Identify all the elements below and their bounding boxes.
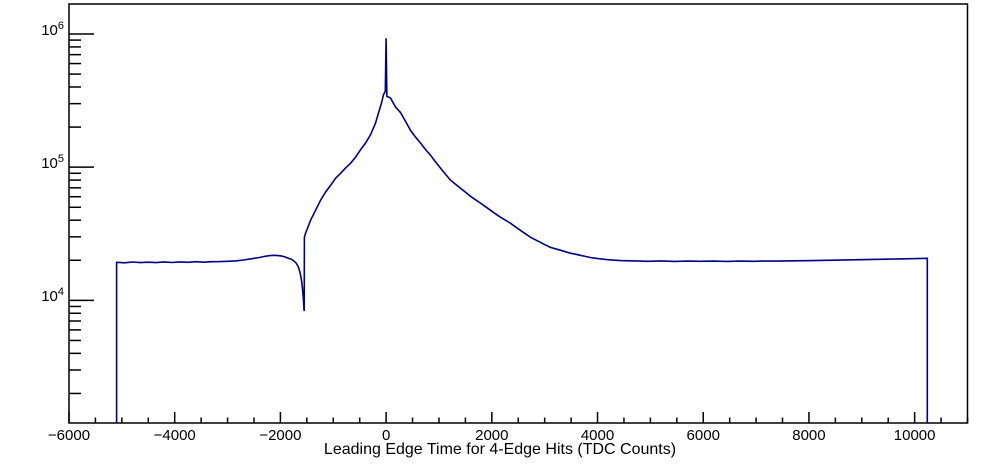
y-tick-label: 104 <box>41 286 64 306</box>
x-tick-label: −2000 <box>259 427 302 444</box>
x-tick-label: 4000 <box>580 427 615 444</box>
x-tick-label: 0 <box>381 427 391 444</box>
x-tick-label: 2000 <box>475 427 509 444</box>
histogram-curve <box>115 38 929 423</box>
x-tick-label: 6000 <box>686 427 720 444</box>
x-axis-title: Leading Edge Time for 4-Edge Hits (TDC C… <box>323 441 677 458</box>
y-tick-label: 105 <box>41 153 64 173</box>
plot-frame <box>68 3 969 424</box>
y-tick-label: 106 <box>41 20 64 40</box>
x-tick-label: −6000 <box>47 427 91 444</box>
x-tick-label: 10000 <box>893 427 936 444</box>
x-tick-label: −4000 <box>153 427 196 444</box>
x-tick-label: 8000 <box>792 427 826 444</box>
